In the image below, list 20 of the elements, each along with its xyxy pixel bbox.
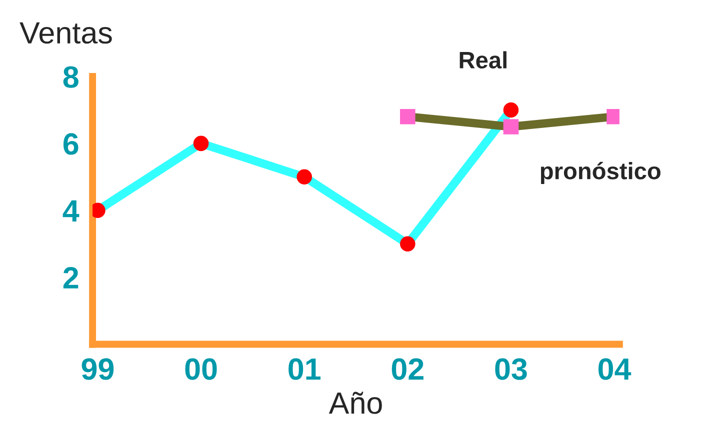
y-axis-title: Ventas (20, 22, 112, 44)
x-tick-label: 99 (82, 358, 114, 380)
x-tick-label: 02 (392, 358, 424, 380)
x-tick-label: 00 (185, 358, 217, 380)
y-tick-label: 6 (63, 133, 78, 155)
y-tick-label: 2 (63, 267, 78, 288)
x-axis-title: Año (328, 392, 382, 414)
point (503, 102, 519, 118)
series-label: Real (460, 51, 506, 69)
point (193, 136, 209, 152)
point (296, 169, 312, 185)
y-tick-label: 8 (63, 66, 78, 88)
x-tick-label: 04 (598, 358, 632, 380)
point (503, 119, 519, 134)
x-tick-label: 01 (288, 358, 320, 380)
point (400, 236, 416, 252)
y-tick-label: 4 (62, 200, 80, 222)
point (400, 109, 416, 124)
series-label: pronóstico (540, 162, 660, 184)
x-tick-label: 03 (495, 358, 527, 380)
